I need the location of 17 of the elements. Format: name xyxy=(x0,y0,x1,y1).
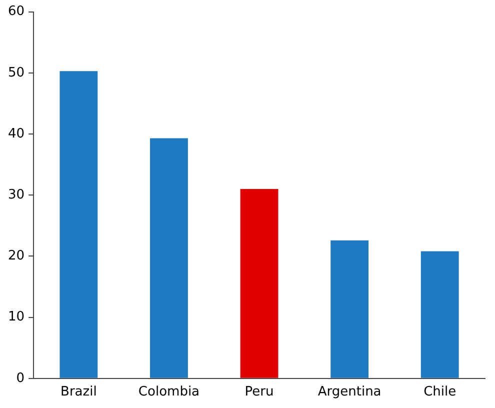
bar xyxy=(420,251,459,378)
x-tick-label: Peru xyxy=(244,384,274,400)
x-tick-label: Brazil xyxy=(60,384,97,400)
bar xyxy=(60,71,98,378)
x-tick-label: Colombia xyxy=(138,384,200,400)
x-tick-label: Argentina xyxy=(318,384,382,400)
y-tick-label: 60 xyxy=(8,4,25,20)
bar xyxy=(330,240,369,378)
bar xyxy=(150,138,188,378)
y-tick-label: 40 xyxy=(8,126,25,142)
y-tick-label: 10 xyxy=(8,310,25,325)
y-tick-label: 20 xyxy=(8,248,25,264)
y-tick-label: 30 xyxy=(8,187,25,202)
bar xyxy=(240,188,278,378)
y-tick-label: 0 xyxy=(16,370,25,386)
y-tick-label: 50 xyxy=(8,65,25,80)
x-tick-label: Chile xyxy=(424,384,456,400)
